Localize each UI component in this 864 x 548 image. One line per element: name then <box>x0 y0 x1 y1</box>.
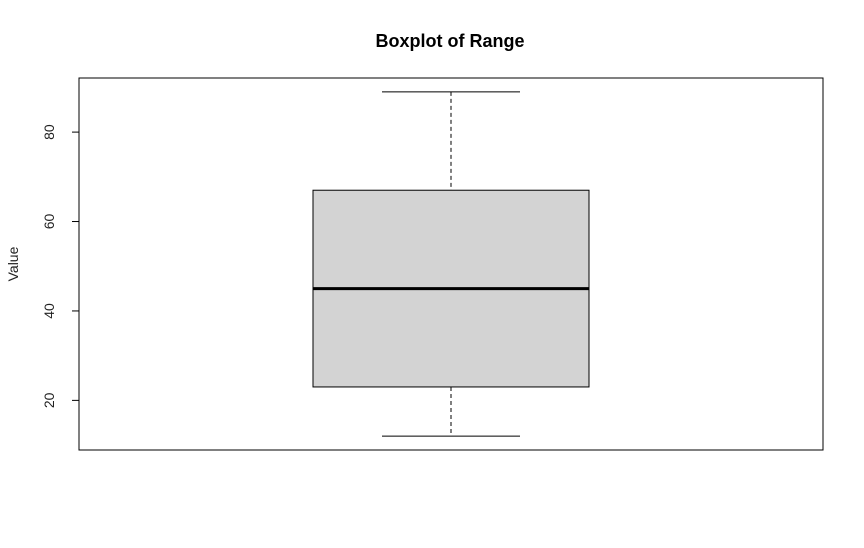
chart-title: Boxplot of Range <box>376 31 525 51</box>
y-tick-label-20: 20 <box>41 392 57 408</box>
y-tick-label-60: 60 <box>41 214 57 230</box>
box-group <box>312 91 590 437</box>
y-tick-label-40: 40 <box>41 303 57 319</box>
y-axis: 20 40 60 80 <box>41 124 80 408</box>
y-tick-label-80: 80 <box>41 124 57 140</box>
y-axis-label: Value <box>5 246 21 281</box>
